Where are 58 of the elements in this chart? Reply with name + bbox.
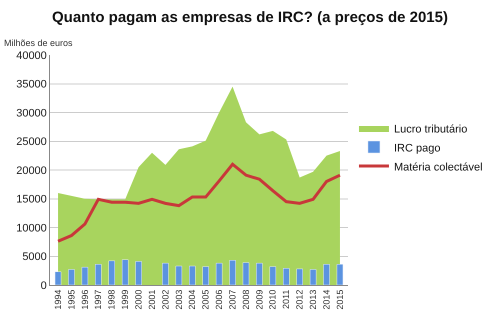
- y-tick-label: 35000: [16, 78, 47, 91]
- bar: [122, 259, 128, 285]
- y-tick-label: 15000: [16, 194, 47, 206]
- x-tick-label: 1996: [80, 290, 90, 310]
- y-tick-label: 10000: [16, 222, 47, 234]
- legend-label: Lucro tributário: [394, 123, 468, 136]
- x-tick-label: 2001: [146, 290, 157, 310]
- bar: [162, 262, 169, 285]
- x-tick-label: 1995: [66, 290, 76, 310]
- legend-label: IRC pago: [394, 142, 440, 154]
- bar: [216, 262, 222, 285]
- bar: [135, 261, 142, 285]
- bar: [176, 266, 182, 285]
- y-tick-label: 40000: [16, 50, 47, 62]
- bar: [282, 268, 290, 285]
- line-series: [56, 162, 342, 243]
- bar: [68, 269, 75, 285]
- x-tick-label: 1998: [106, 290, 117, 310]
- x-tick-label: 2006: [214, 290, 224, 310]
- x-tick-label: 2011: [281, 290, 292, 309]
- y-axis-title: Milhões de euros: [4, 38, 74, 48]
- y-tick-label: 25000: [16, 136, 47, 148]
- x-tick-label: 2003: [174, 290, 184, 310]
- y-tick-label: 5000: [22, 251, 47, 264]
- x-tick-label: 2002: [160, 290, 170, 310]
- bar: [256, 262, 263, 285]
- bar: [270, 266, 276, 285]
- x-tick-label: 1999: [120, 290, 130, 310]
- x-tick-label: 2012: [294, 290, 305, 310]
- x-tick-label: 1997: [93, 290, 104, 310]
- bar: [202, 266, 209, 285]
- x-tick-label: 2010: [268, 290, 278, 310]
- x-tick-label: 2009: [254, 290, 264, 310]
- bar: [310, 269, 316, 285]
- bar: [82, 266, 88, 285]
- y-tick-label: 20000: [16, 164, 47, 177]
- x-tick-label: 2014: [321, 290, 332, 310]
- x-tick-label: 2013: [308, 290, 318, 310]
- bar: [108, 260, 116, 285]
- y-tick-label: 0: [40, 280, 47, 292]
- bar: [336, 264, 344, 285]
- chart-title: Quanto pagam as empresas de IRC? (a preços de 2015): [52, 9, 448, 26]
- bar: [242, 262, 250, 285]
- bar: [296, 268, 303, 285]
- legend-label: Matéria colectável: [394, 161, 483, 174]
- x-tick-label: 2015: [334, 290, 345, 310]
- y-tick-label: 30000: [16, 107, 47, 120]
- bar: [54, 272, 62, 285]
- bar: [323, 264, 330, 285]
- x-tick-label: 2007: [227, 290, 238, 310]
- x-tick-label: 1994: [52, 290, 63, 310]
- x-tick-label: 2000: [134, 290, 144, 310]
- x-tick-label: 2005: [200, 290, 211, 310]
- x-tick-label: 2008: [240, 290, 251, 310]
- bar: [229, 260, 236, 285]
- x-tick-label: 2004: [187, 290, 198, 310]
- bar: [95, 264, 102, 285]
- bar: [189, 266, 196, 285]
